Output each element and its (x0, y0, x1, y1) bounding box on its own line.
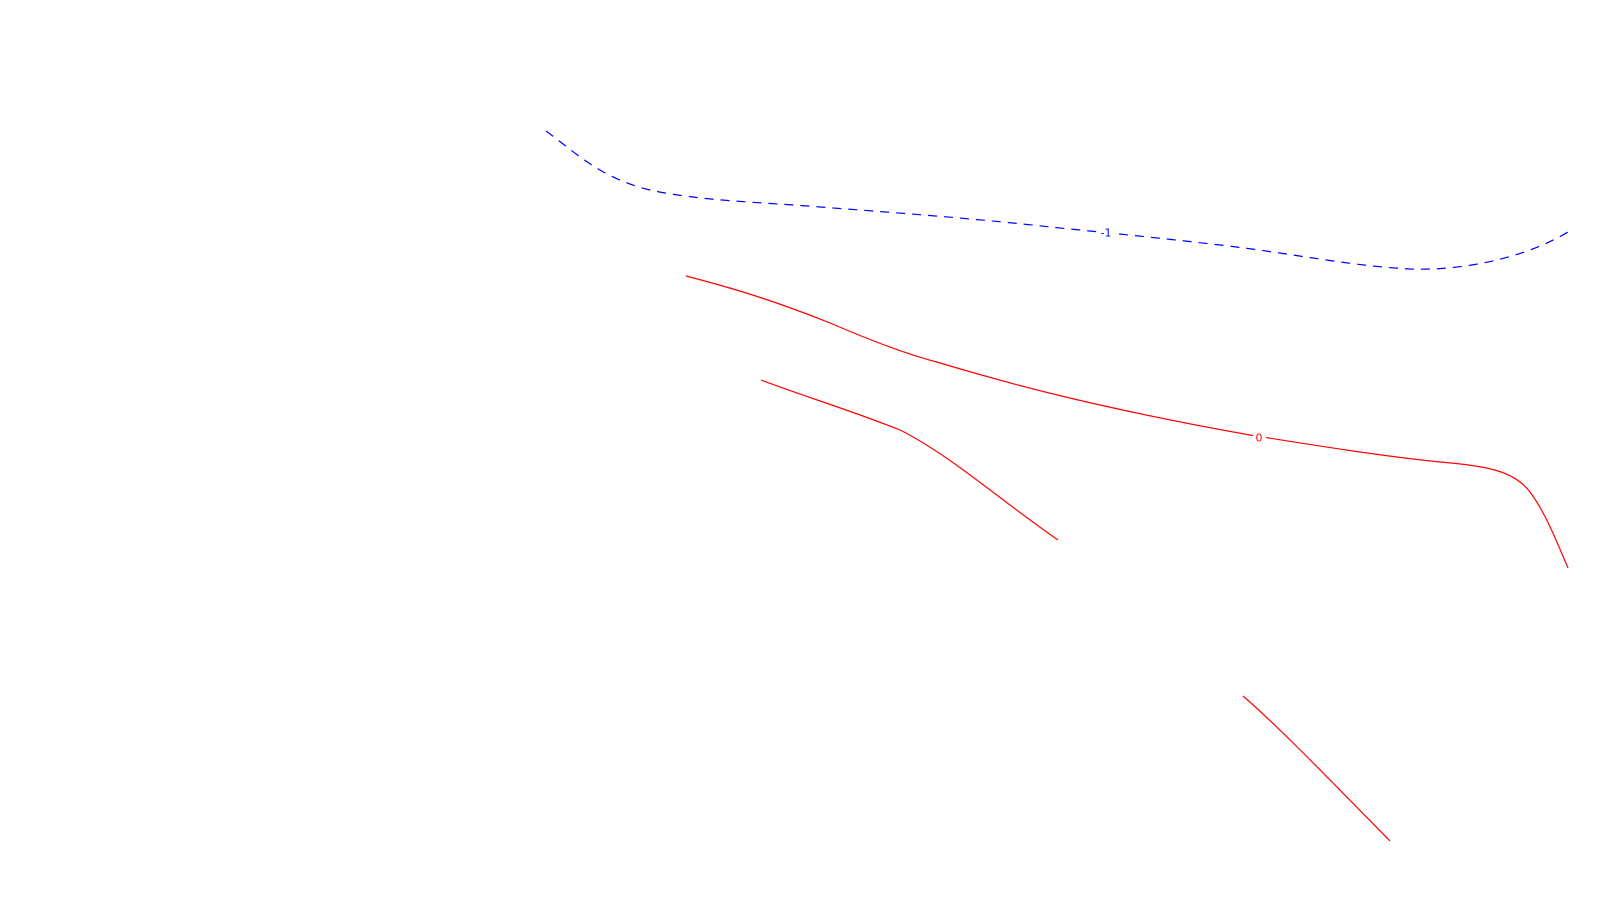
contour-line-zero-middle (760, 379, 1059, 541)
contour-line-zero-main (685, 275, 1569, 569)
contour-label-minus-1: -1 (1101, 227, 1112, 240)
contour-label-bg (1097, 226, 1115, 240)
contour-line-minus-1 (545, 130, 1569, 270)
contour-line-zero-lower (1242, 695, 1391, 842)
contour-minus-1: -1 (545, 130, 1569, 270)
contour-zero: 0 (685, 275, 1569, 842)
contour-label-zero: 0 (1256, 432, 1263, 445)
contour-label-bg (1253, 431, 1266, 445)
